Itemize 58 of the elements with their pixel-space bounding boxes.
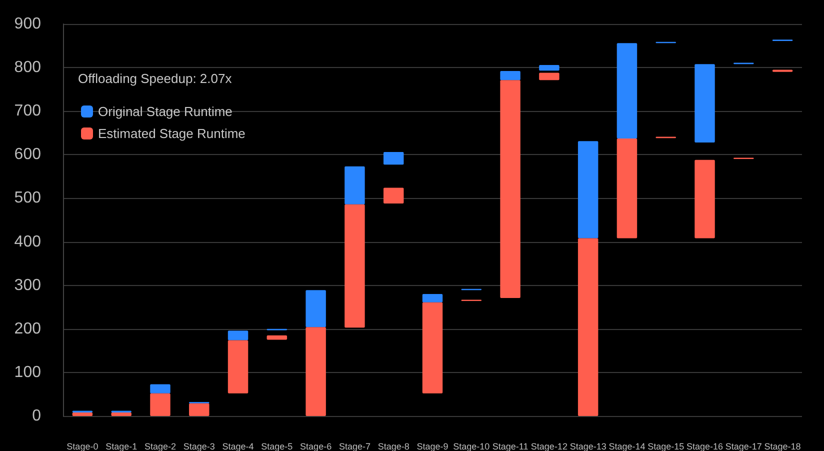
bar <box>150 384 170 394</box>
bar <box>500 80 520 298</box>
bar <box>111 412 132 416</box>
y-tick-label: 600 <box>14 146 42 164</box>
x-tick-label: Stage-16 <box>686 442 724 451</box>
y-tick-label: 400 <box>14 233 42 250</box>
y-tick-label: 800 <box>14 59 42 76</box>
bar <box>500 71 520 80</box>
x-tick-label: Stage-10 <box>453 442 490 451</box>
x-tick-label: Stage-1 <box>106 442 138 451</box>
x-tick-label: Stage-9 <box>416 442 448 451</box>
annotation: Offloading Speedup: 2.07x <box>78 71 232 86</box>
legend-label: Estimated Stage Runtime <box>98 126 246 141</box>
y-tick-label: 900 <box>14 16 42 32</box>
bar <box>383 152 404 165</box>
x-tick-label: Stage-0 <box>66 442 98 451</box>
x-tick-label: Stage-4 <box>222 442 254 451</box>
bar <box>344 204 365 328</box>
x-tick-label: Stage-11 <box>492 442 528 451</box>
bar <box>306 290 326 328</box>
bar <box>344 166 365 204</box>
legend-label: Original Stage Runtime <box>98 104 232 119</box>
bar <box>539 72 560 80</box>
x-tick-label: Stage-6 <box>300 442 332 451</box>
x-tick-label: Stage-12 <box>530 442 568 451</box>
x-tick-label: Stage-15 <box>648 442 684 451</box>
bar <box>578 141 598 238</box>
y-tick-label: 700 <box>14 102 42 120</box>
bar <box>306 327 326 416</box>
y-tick-label: 100 <box>14 364 42 381</box>
bar <box>422 294 443 302</box>
x-tick-label: Stage-14 <box>608 442 646 451</box>
bar <box>72 412 93 416</box>
bar <box>578 238 598 416</box>
y-tick-label: 300 <box>14 276 42 294</box>
x-tick-label: Stage-17 <box>725 442 762 451</box>
bar <box>694 64 715 142</box>
bar <box>539 64 560 71</box>
y-tick-label: 0 <box>32 408 42 424</box>
x-tick-label: Stage-2 <box>144 442 176 451</box>
bar <box>266 335 288 340</box>
x-tick-label: Stage-3 <box>183 442 215 451</box>
x-tick-label: Stage-8 <box>378 442 410 451</box>
bar <box>228 340 248 394</box>
x-tick-label: Stage-18 <box>764 442 801 451</box>
bar <box>150 393 170 416</box>
bar <box>616 138 638 238</box>
bar <box>694 160 715 238</box>
x-tick-label: Stage-7 <box>338 442 370 451</box>
bar <box>383 188 404 204</box>
y-tick-label: 500 <box>14 190 42 207</box>
y-tick-label: 200 <box>14 320 42 338</box>
x-tick-label: Stage-5 <box>261 442 293 451</box>
bar <box>616 43 638 139</box>
bar <box>189 403 210 416</box>
x-tick-label: Stage-13 <box>570 442 606 451</box>
bar <box>422 302 443 394</box>
bar <box>228 330 248 340</box>
